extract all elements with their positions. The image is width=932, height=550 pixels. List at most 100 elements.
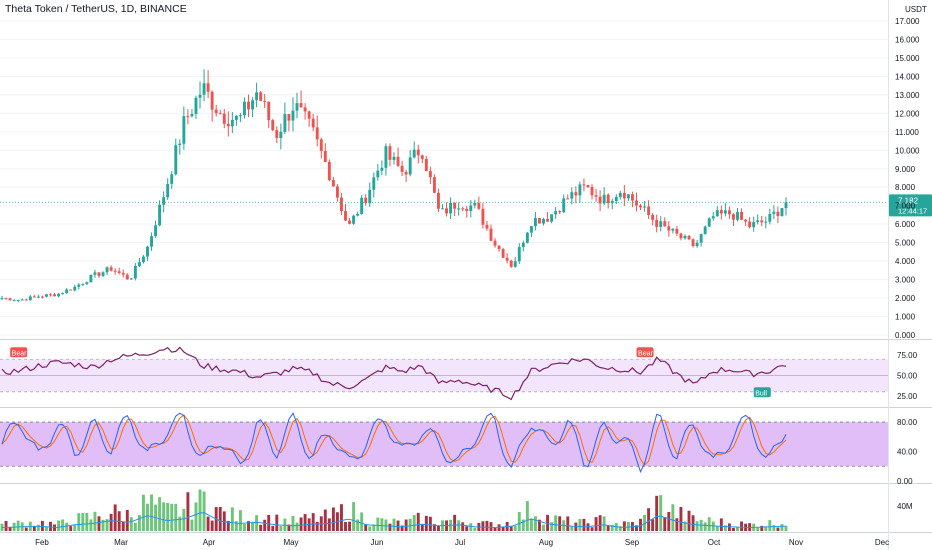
volume-bar [206,516,210,531]
rsi-pane[interactable]: Bear Bear Bull [0,346,888,401]
volume-bar [469,523,473,531]
candle-body [364,197,368,204]
candle-body [4,298,8,300]
candle-body [473,202,477,206]
candle-body [178,143,182,146]
candle-body [279,131,283,139]
volume-bar [8,527,12,531]
volume-bar [687,510,691,531]
candle-body [210,91,214,110]
volume-bar [368,526,372,531]
price-tick-label: 2.000 [895,294,916,303]
candle-body [643,206,647,208]
volume-bar [760,525,764,531]
volume-bar [36,524,40,531]
candle-body [61,293,65,295]
volume-bar [65,522,69,531]
candle-body [461,208,465,210]
candle-body [582,184,586,186]
volume-bar [574,522,578,531]
volume-bar [344,521,347,531]
volume-bar [719,518,723,531]
month-label: Jun [371,538,384,547]
candle-body [93,272,97,275]
volume-bar [598,515,602,531]
volume-bar [81,513,85,531]
volume-bar [586,523,590,531]
volume-bar [105,519,109,531]
candle-body [614,196,618,202]
candle-body [594,195,598,197]
volume-axis: 40M [897,502,913,511]
price-axis[interactable]: 17.000 16.000 15.000 14.000 13.000 12.000 11.0… [895,17,920,340]
candle-body [780,208,784,216]
candle-body [170,174,174,184]
candle-body [457,208,461,210]
volume-bar [376,517,380,531]
candle-body [218,113,222,115]
volume-bar [404,519,408,531]
candle-body [40,296,44,298]
volume-bar [129,517,133,531]
volume-bar [493,527,497,531]
volume-bar [715,525,719,531]
candle-body [198,94,202,98]
candle-body [0,298,4,300]
volume-bar [388,523,392,531]
candle-body [356,213,360,216]
volume-bar [194,502,198,531]
rsi-divergence-tag [636,347,654,358]
volume-bar [453,514,457,531]
volume-bar [764,526,768,531]
volume-bar [275,514,279,531]
volume-bar [356,519,360,531]
price-tick-label: 11.000 [895,128,919,137]
volume-bar [340,504,343,531]
candle-body [635,200,638,206]
candle-body [711,216,715,219]
volume-bar [659,495,663,531]
candle-body [647,206,651,215]
candle-body [190,113,194,117]
volume-bar [263,519,267,531]
volume-bar [501,526,505,531]
candle-body [659,221,663,227]
candle-body [275,130,279,139]
volume-bar [202,491,206,531]
candle-body [784,202,788,209]
volume-bar [364,524,368,531]
volume-bar [707,517,711,531]
price-tick-label: 5.000 [895,239,916,248]
candle-body [271,120,275,131]
candle-body [77,284,81,287]
volume-bar [546,514,550,531]
volume-bar [186,492,190,531]
volume-bar [24,527,28,531]
candle-body [590,187,594,196]
candle-body [538,218,541,224]
candle-body [12,300,16,302]
candle-body [707,218,711,227]
time-axis[interactable]: Feb Mar Apr May Jun Jul Aug Sep Oct Nov Dec [35,538,889,547]
volume-bar [49,521,52,531]
candle-body [691,239,695,247]
volume-bar [509,526,513,531]
volume-bar [210,520,214,531]
volume-bar [230,507,234,531]
volume-bar [299,517,303,531]
volume-bar [73,525,77,531]
volume-bar [756,527,760,531]
volume-bar [40,520,44,531]
stoch-rsi-pane[interactable] [0,412,888,474]
candle-body [772,211,776,214]
candle-body [683,235,687,239]
candle-body [53,294,56,297]
stoch-axis: 80.00 40.00 0.00 [897,418,918,486]
volume-bar [647,508,651,531]
volume-bar [517,512,521,531]
volume-bar [190,519,194,531]
candle-body [396,156,400,166]
candle-body [675,228,679,234]
volume-pane[interactable] [0,489,788,531]
